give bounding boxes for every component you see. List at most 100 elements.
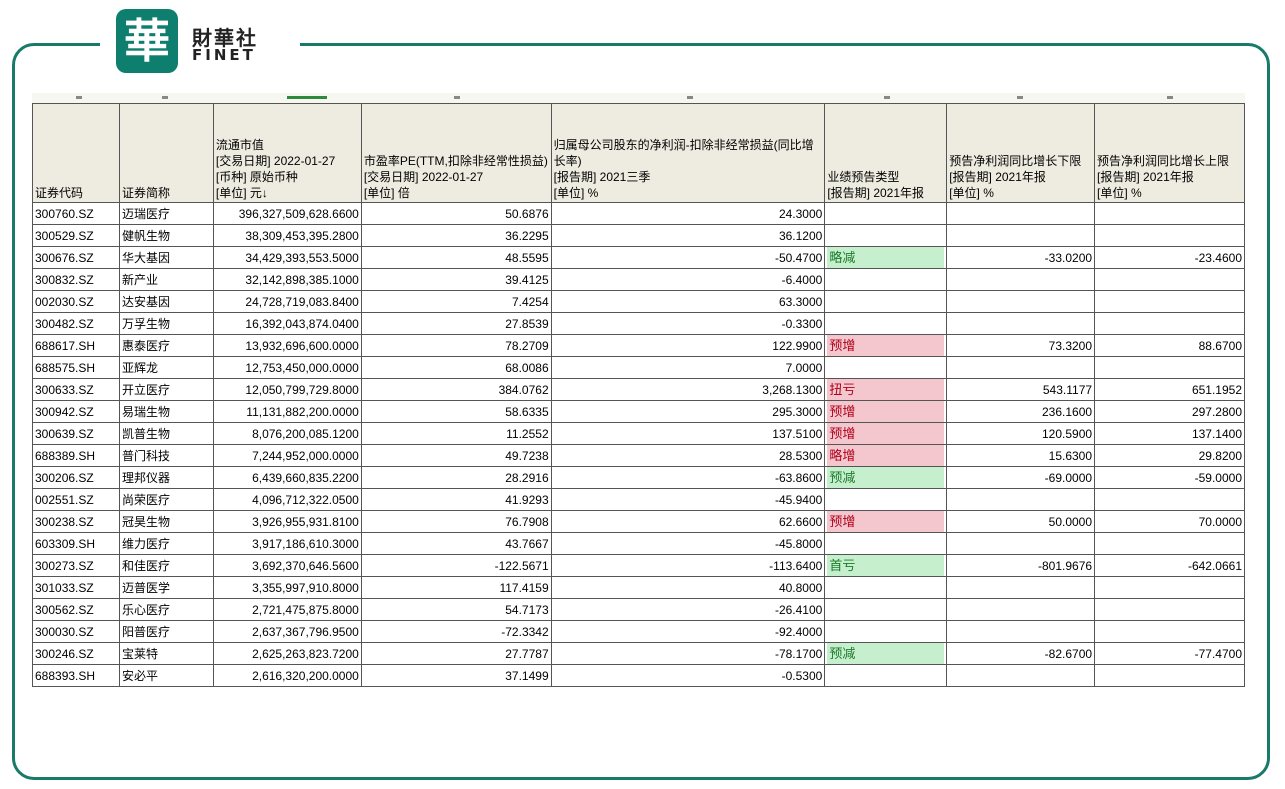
cell-code[interactable]: 688575.SH — [32, 356, 120, 379]
cell-forecast-low[interactable]: 15.6300 — [946, 444, 1096, 467]
cell-name[interactable]: 尚荣医疗 — [118, 488, 214, 511]
cell-forecast-high[interactable]: 297.2800 — [1094, 400, 1245, 423]
cell-market-cap[interactable]: 13,932,696,600.0000 — [212, 334, 362, 357]
cell-forecast-low[interactable] — [946, 664, 1096, 687]
cell-code[interactable]: 300942.SZ — [32, 400, 120, 423]
cell-code[interactable]: 603309.SH — [32, 532, 120, 555]
cell-net-profit-growth[interactable]: -78.1700 — [550, 642, 826, 665]
cell-forecast-high[interactable]: -77.4700 — [1094, 642, 1245, 665]
cell-forecast-high[interactable]: -59.0000 — [1094, 466, 1245, 489]
cell-pe[interactable]: 78.2709 — [360, 334, 552, 357]
cell-forecast-high[interactable] — [1094, 268, 1245, 291]
cell-forecast-low[interactable] — [946, 356, 1096, 379]
cell-forecast-high[interactable]: 651.1952 — [1094, 378, 1245, 401]
cell-pe[interactable]: 11.2552 — [360, 422, 552, 445]
cell-forecast-type[interactable]: 扭亏 — [824, 378, 948, 401]
cell-forecast-type[interactable]: 预增 — [824, 422, 948, 445]
cell-pe[interactable]: 68.0086 — [360, 356, 552, 379]
cell-code[interactable]: 300639.SZ — [32, 422, 120, 445]
cell-net-profit-growth[interactable]: -92.4000 — [550, 620, 826, 643]
cell-forecast-low[interactable]: -801.9676 — [946, 554, 1096, 577]
cell-code[interactable]: 300273.SZ — [32, 554, 120, 577]
cell-pe[interactable]: 76.7908 — [360, 510, 552, 533]
cell-net-profit-growth[interactable]: 62.6600 — [550, 510, 826, 533]
cell-forecast-low[interactable] — [946, 290, 1096, 313]
cell-code[interactable]: 300030.SZ — [32, 620, 120, 643]
cell-net-profit-growth[interactable]: -45.8000 — [550, 532, 826, 555]
cell-market-cap[interactable]: 12,050,799,729.8000 — [212, 378, 362, 401]
cell-net-profit-growth[interactable]: 3,268.1300 — [550, 378, 826, 401]
cell-code[interactable]: 002030.SZ — [32, 290, 120, 313]
cell-forecast-type[interactable]: 预增 — [824, 400, 948, 423]
cell-forecast-low[interactable]: -33.0200 — [946, 246, 1096, 269]
cell-name[interactable]: 达安基因 — [118, 290, 214, 313]
cell-forecast-high[interactable] — [1094, 576, 1245, 599]
cell-code[interactable]: 300676.SZ — [32, 246, 120, 269]
cell-code[interactable]: 688393.SH — [32, 664, 120, 687]
col-header-forecast-high[interactable]: 预告净利润同比增长上限 [报告期] 2021年报 [单位] % — [1094, 103, 1245, 203]
cell-forecast-high[interactable]: 88.6700 — [1094, 334, 1245, 357]
cell-name[interactable]: 惠泰医疗 — [118, 334, 214, 357]
cell-net-profit-growth[interactable]: 7.0000 — [550, 356, 826, 379]
cell-name[interactable]: 阳普医疗 — [118, 620, 214, 643]
cell-name[interactable]: 冠昊生物 — [118, 510, 214, 533]
cell-forecast-low[interactable]: 543.1177 — [946, 378, 1096, 401]
cell-pe[interactable]: 7.4254 — [360, 290, 552, 313]
cell-code[interactable]: 300633.SZ — [32, 378, 120, 401]
col-header-market-cap[interactable]: 流通市值 [交易日期] 2022-01-27 [币种] 原始币种 [单位] 元↓ — [212, 103, 362, 203]
cell-forecast-low[interactable] — [946, 576, 1096, 599]
cell-forecast-type[interactable]: 预增 — [824, 334, 948, 357]
cell-net-profit-growth[interactable]: 122.9900 — [550, 334, 826, 357]
cell-market-cap[interactable]: 38,309,453,395.2800 — [212, 224, 362, 247]
cell-forecast-type[interactable] — [824, 532, 948, 555]
cell-forecast-type[interactable] — [824, 312, 948, 335]
cell-market-cap[interactable]: 32,142,898,385.1000 — [212, 268, 362, 291]
cell-forecast-high[interactable] — [1094, 598, 1245, 621]
cell-name[interactable]: 乐心医疗 — [118, 598, 214, 621]
cell-name[interactable]: 迈瑞医疗 — [118, 202, 214, 225]
cell-forecast-type[interactable] — [824, 290, 948, 313]
cell-pe[interactable]: 41.9293 — [360, 488, 552, 511]
cell-forecast-type[interactable] — [824, 576, 948, 599]
cell-name[interactable]: 万孚生物 — [118, 312, 214, 335]
cell-market-cap[interactable]: 12,753,450,000.0000 — [212, 356, 362, 379]
cell-market-cap[interactable]: 16,392,043,874.0400 — [212, 312, 362, 335]
cell-forecast-type[interactable]: 略增 — [824, 444, 948, 467]
cell-net-profit-growth[interactable]: 24.3000 — [550, 202, 826, 225]
cell-pe[interactable]: 43.7667 — [360, 532, 552, 555]
cell-pe[interactable]: -72.3342 — [360, 620, 552, 643]
cell-net-profit-growth[interactable]: 295.3000 — [550, 400, 826, 423]
cell-market-cap[interactable]: 4,096,712,322.0500 — [212, 488, 362, 511]
cell-code[interactable]: 688389.SH — [32, 444, 120, 467]
cell-forecast-high[interactable]: 70.0000 — [1094, 510, 1245, 533]
cell-net-profit-growth[interactable]: -0.3300 — [550, 312, 826, 335]
col-header-pe[interactable]: 市盈率PE(TTM,扣除非经常性损益) [交易日期] 2022-01-27 [单位]… — [360, 103, 552, 203]
cell-pe[interactable]: 27.8539 — [360, 312, 552, 335]
cell-net-profit-growth[interactable]: -0.5300 — [550, 664, 826, 687]
cell-name[interactable]: 宝莱特 — [118, 642, 214, 665]
cell-forecast-low[interactable] — [946, 532, 1096, 555]
cell-forecast-high[interactable] — [1094, 488, 1245, 511]
cell-net-profit-growth[interactable]: 63.3000 — [550, 290, 826, 313]
cell-pe[interactable]: 28.2916 — [360, 466, 552, 489]
cell-forecast-type[interactable] — [824, 598, 948, 621]
cell-code[interactable]: 002551.SZ — [32, 488, 120, 511]
cell-market-cap[interactable]: 396,327,509,628.6600 — [212, 202, 362, 225]
cell-market-cap[interactable]: 3,355,997,910.8000 — [212, 576, 362, 599]
cell-market-cap[interactable]: 34,429,393,553.5000 — [212, 246, 362, 269]
cell-pe[interactable]: 49.7238 — [360, 444, 552, 467]
cell-net-profit-growth[interactable]: 28.5300 — [550, 444, 826, 467]
cell-forecast-low[interactable]: 73.3200 — [946, 334, 1096, 357]
cell-net-profit-growth[interactable]: 40.8000 — [550, 576, 826, 599]
cell-code[interactable]: 300832.SZ — [32, 268, 120, 291]
cell-forecast-type[interactable] — [824, 664, 948, 687]
col-header-forecast-low[interactable]: 预告净利润同比增长下限 [报告期] 2021年报 [单位] % — [946, 103, 1096, 203]
cell-forecast-low[interactable] — [946, 224, 1096, 247]
cell-forecast-high[interactable]: -23.4600 — [1094, 246, 1245, 269]
cell-net-profit-growth[interactable]: -50.4700 — [550, 246, 826, 269]
cell-forecast-low[interactable] — [946, 312, 1096, 335]
cell-forecast-type[interactable]: 略减 — [824, 246, 948, 269]
cell-forecast-low[interactable] — [946, 620, 1096, 643]
cell-forecast-low[interactable]: -82.6700 — [946, 642, 1096, 665]
cell-forecast-type[interactable] — [824, 620, 948, 643]
